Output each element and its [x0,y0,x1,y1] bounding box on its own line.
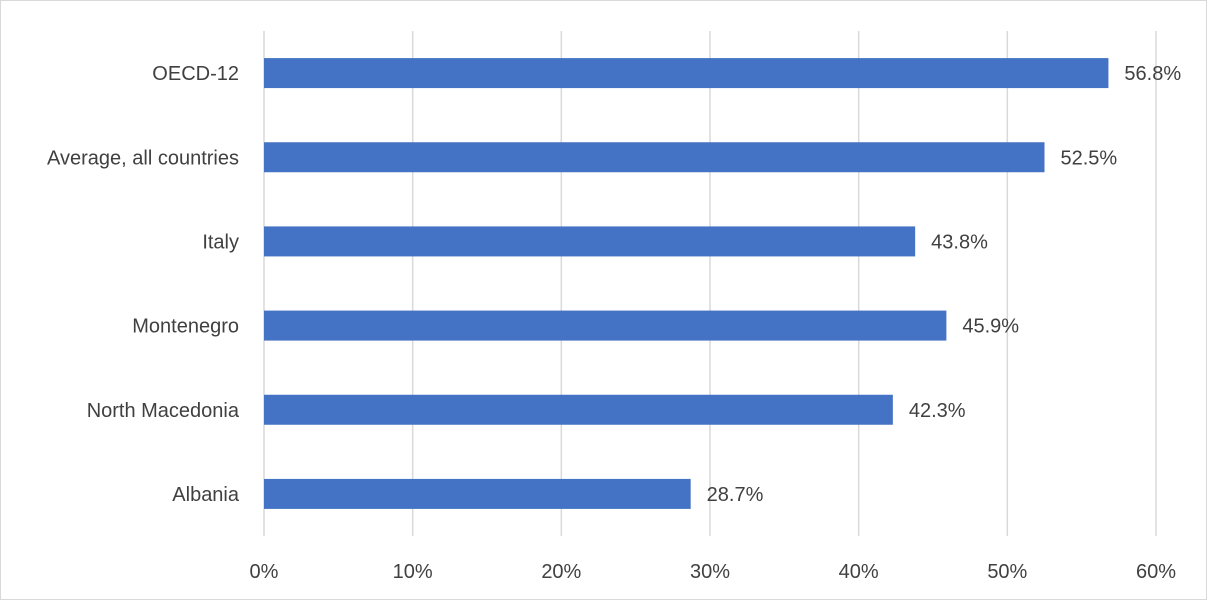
category-label: Italy [202,231,239,253]
bar [264,142,1045,173]
category-label: Albania [172,484,240,506]
category-label: Montenegro [132,316,239,338]
x-tick-label: 20% [541,561,581,583]
data-label: 43.8% [931,231,988,253]
bar [264,310,947,341]
bar [264,394,893,425]
category-label: OECD-12 [152,63,239,85]
x-tick-label: 30% [690,561,730,583]
bar [264,226,916,257]
data-label: 42.3% [909,400,966,422]
data-label: 28.7% [707,484,764,506]
category-label: North Macedonia [87,400,240,422]
data-label: 52.5% [1061,147,1118,169]
data-label: 56.8% [1124,63,1181,85]
bar [264,478,691,509]
x-tick-label: 10% [393,561,433,583]
value-labels: 56.8% 52.5% 43.8% 45.9% 42.3% 28.7% [707,63,1182,506]
x-axis-tick-labels: 0% 10% 20% 30% 40% 50% 60% [250,561,1177,583]
category-labels: OECD-12 Average, all countries Italy Monten… [47,63,240,506]
x-tick-label: 40% [839,561,879,583]
data-label: 45.9% [962,316,1019,338]
x-tick-label: 60% [1136,561,1176,583]
x-tick-label: 0% [250,561,279,583]
gridlines [263,31,1157,536]
category-label: Average, all countries [47,147,239,169]
bars [264,58,1109,509]
bar [264,58,1109,89]
x-tick-label: 50% [987,561,1027,583]
